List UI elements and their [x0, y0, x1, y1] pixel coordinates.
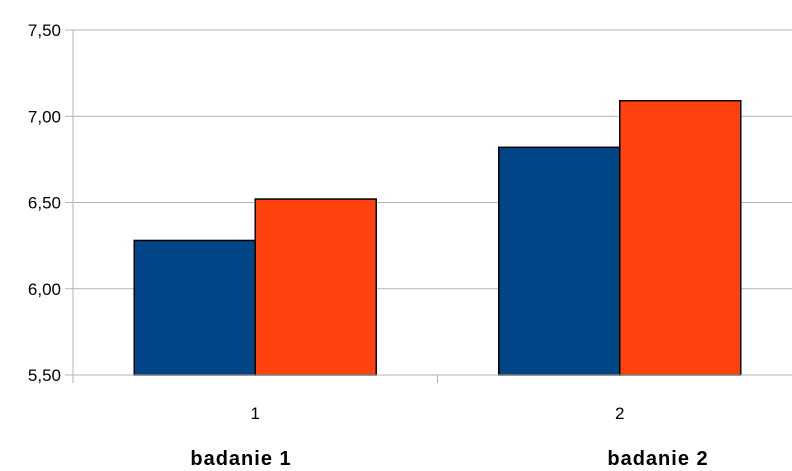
caption-badanie-1: badanie 1	[190, 448, 292, 470]
bar-2-cat-1	[254, 198, 377, 376]
y-tick-label: 7,50	[28, 21, 61, 40]
caption-badanie-2: badanie 2	[607, 448, 709, 470]
y-axis: 5,50 6,00 6,50 7,00 7,50	[28, 21, 74, 385]
y-tick-label: 7,00	[28, 107, 61, 126]
y-tick-label: 6,00	[28, 280, 61, 299]
bar-1-cat-2	[498, 146, 621, 376]
x-tick-label: 2	[615, 404, 624, 423]
bars	[133, 99, 742, 376]
x-tick-label: 1	[251, 404, 260, 423]
bar-1-cat-1	[133, 239, 256, 376]
bar-2-cat-2	[619, 99, 742, 376]
y-tick-label: 6,50	[28, 194, 61, 213]
y-tick-label: 5,50	[28, 366, 61, 385]
